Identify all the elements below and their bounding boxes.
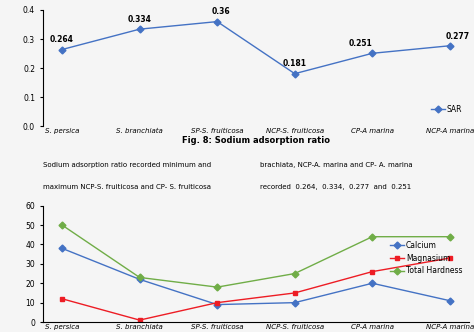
Total Hardness — [447, 235, 453, 239]
Calcium — [447, 299, 453, 303]
SAR — [292, 72, 298, 76]
Text: 0.181: 0.181 — [283, 59, 307, 68]
Total Hardness — [137, 276, 143, 280]
Calcium — [292, 301, 298, 305]
Magnasium — [59, 297, 65, 301]
Magnasium — [214, 301, 220, 305]
Legend: Calcium, Magnasium, Total Hardness: Calcium, Magnasium, Total Hardness — [387, 238, 465, 279]
Calcium — [137, 277, 143, 281]
Total Hardness — [369, 235, 375, 239]
Text: 0.36: 0.36 — [212, 7, 230, 16]
Text: is 0.181 and 0.360 respectively. S.persica, S.: is 0.181 and 0.360 respectively. S.persi… — [43, 207, 200, 212]
SAR — [369, 51, 375, 55]
Text: 0.264: 0.264 — [50, 35, 74, 44]
Line: SAR: SAR — [60, 19, 452, 76]
Line: Calcium: Calcium — [60, 246, 452, 307]
Text: 0.251: 0.251 — [349, 39, 373, 48]
Total Hardness — [292, 272, 298, 276]
Magnasium — [369, 270, 375, 274]
Text: 0.277: 0.277 — [446, 32, 470, 41]
Text: 0.334: 0.334 — [128, 15, 152, 24]
Magnasium — [447, 256, 453, 260]
Total Hardness — [59, 223, 65, 227]
Line: Total Hardness: Total Hardness — [60, 223, 452, 290]
Text: respectively (Fig. 8).: respectively (Fig. 8). — [260, 207, 331, 213]
Magnasium — [137, 318, 143, 322]
Total Hardness — [214, 285, 220, 289]
Text: Fig. 8: Sodium adsorption ratio: Fig. 8: Sodium adsorption ratio — [182, 136, 330, 145]
Calcium — [214, 302, 220, 306]
Text: recorded  0.264,  0.334,  0.277  and  0.251: recorded 0.264, 0.334, 0.277 and 0.251 — [260, 184, 411, 190]
SAR — [59, 47, 65, 51]
Magnasium — [292, 291, 298, 295]
Legend: SAR: SAR — [428, 102, 465, 117]
Text: brachiata, NCP-A. marina and CP- A. marina: brachiata, NCP-A. marina and CP- A. mari… — [260, 162, 413, 168]
SAR — [137, 27, 143, 31]
Calcium — [59, 246, 65, 250]
Text: maximum NCP-S. fruiticosa and CP- S. fruiticosa: maximum NCP-S. fruiticosa and CP- S. fru… — [43, 184, 210, 190]
Text: Sodium adsorption ratio recorded minimum and: Sodium adsorption ratio recorded minimum… — [43, 162, 211, 168]
Calcium — [369, 281, 375, 285]
SAR — [214, 20, 220, 24]
Line: Magnasium: Magnasium — [60, 256, 452, 322]
SAR — [447, 44, 453, 48]
